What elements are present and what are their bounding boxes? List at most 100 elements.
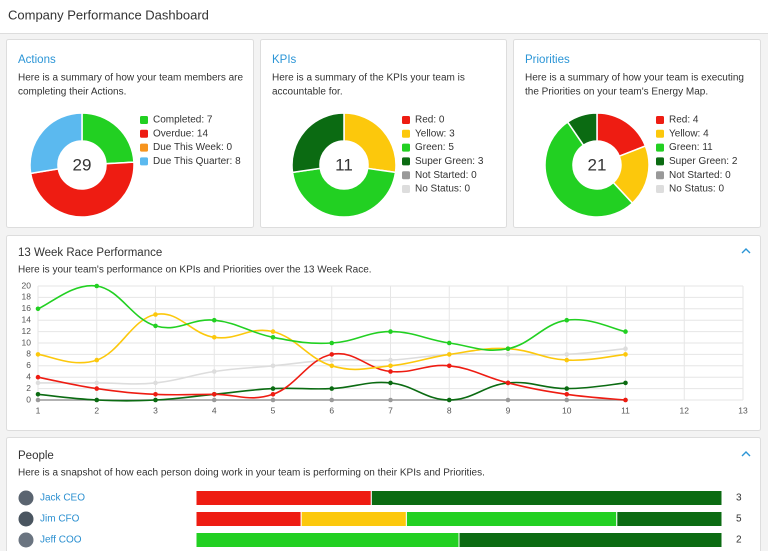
page-title: Company Performance Dashboard [8,7,209,22]
line-point [329,357,335,363]
legend-label: No Status: 0 [415,184,470,195]
person-bar-segment [370,490,723,506]
x-tick-label: 10 [562,405,572,415]
line-point [270,397,276,403]
panel-description: Here is a summary of how your team membe… [18,73,244,84]
line-point [153,323,158,329]
line-point [329,363,335,369]
person-name[interactable]: Jeff COO [40,535,82,546]
line-point [35,392,41,397]
x-tick-label: 2 [94,405,99,415]
line-point [94,397,100,403]
line-point [564,392,570,397]
person-bar-segment [405,511,618,527]
person-name[interactable]: Jack CEO [40,493,85,504]
person-count: 2 [736,535,742,546]
line-point [388,363,393,369]
x-tick-label: 1 [36,405,41,415]
legend-swatch [402,116,410,124]
line-point [211,392,217,397]
line-point [329,340,335,346]
legend-swatch [656,157,664,166]
legend-swatch [140,143,148,152]
legend-swatch [140,116,148,124]
y-tick-label: 0 [26,394,31,404]
donut-segment [566,112,598,147]
x-tick-label: 4 [212,405,217,415]
line-point [564,317,570,323]
legend-label: Due This Week: 0 [153,142,233,153]
avatar [18,532,34,548]
donut-segment [291,112,345,174]
legend-swatch [402,157,410,166]
x-tick-label: 12 [680,405,690,415]
legend-swatch [656,171,664,180]
person-count: 3 [736,493,742,504]
donut-total: 11 [335,155,353,174]
panel-description: completing their Actions. [18,87,126,98]
y-tick-label: 20 [22,280,32,290]
line-point [505,352,511,357]
collapse-icon[interactable] [741,451,751,457]
panel-description: Here is a summary of how your team is ex… [525,73,744,84]
panel-title: Actions [18,54,56,66]
line-point [564,352,570,357]
line-point [153,392,158,397]
header-bar [0,0,768,33]
legend-label: Yellow: 4 [669,128,709,139]
line-point [623,380,628,386]
x-tick-label: 11 [621,405,630,415]
line-point [446,363,452,369]
legend-swatch [140,157,148,166]
line-point [94,283,100,289]
legend-label: Super Green: 2 [669,156,738,167]
legend-label: Red: 4 [669,115,699,126]
donut-segment [81,112,135,165]
panel-title: Priorities [525,54,570,66]
line-point [270,329,276,334]
panel-description: accountable for. [272,87,343,98]
y-tick-label: 2 [26,383,31,393]
line-point [35,352,41,357]
legend-swatch [402,143,410,152]
legend-swatch [656,129,664,138]
line-point [211,335,217,340]
x-tick-label: 6 [329,405,334,415]
donut-segment [291,167,397,218]
panel-title: KPIs [272,54,297,66]
line-point [505,380,511,386]
line-point [153,397,158,403]
y-tick-label: 6 [26,360,31,370]
line-point [623,329,628,334]
person-name[interactable]: Jim CFO [40,514,80,525]
collapse-icon[interactable] [741,248,751,254]
line-point [505,397,511,403]
x-tick-label: 3 [153,405,158,415]
line-point [211,317,217,323]
line-point [329,397,335,403]
donut-segment [29,161,135,218]
line-point [94,357,100,363]
line-point [623,352,628,357]
line-point [270,386,276,391]
line-point [446,397,452,403]
legend-swatch [402,129,410,138]
line-point [564,386,570,391]
line-point [270,335,276,340]
legend-swatch [656,185,664,193]
y-tick-label: 16 [22,303,32,313]
line-point [388,357,393,363]
legend-label: No Status: 0 [669,184,724,195]
person-bar-segment [195,532,460,548]
panel [6,235,761,431]
donut-segment [29,112,83,175]
line-point [35,306,41,312]
y-tick-label: 18 [22,292,32,302]
panel-description: Here is a summary of the KPIs your team … [272,73,465,84]
line-point [388,380,393,386]
line-series [37,313,626,371]
legend-swatch [656,143,664,152]
section-title: People [18,450,54,462]
line-point [211,397,217,403]
